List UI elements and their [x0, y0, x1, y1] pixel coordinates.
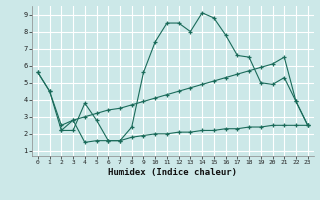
X-axis label: Humidex (Indice chaleur): Humidex (Indice chaleur) [108, 168, 237, 177]
